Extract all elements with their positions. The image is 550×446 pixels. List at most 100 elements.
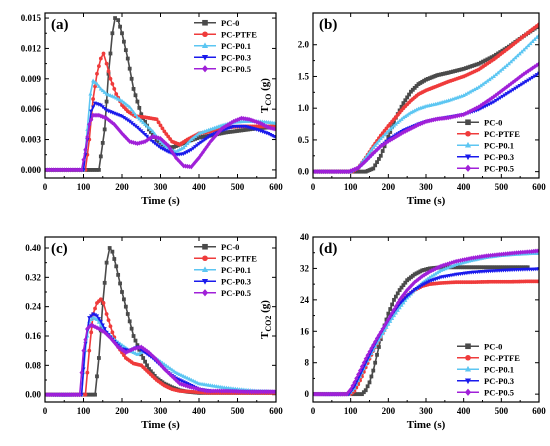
legend-item: PC-0: [457, 341, 502, 351]
data-point: [406, 285, 412, 291]
data-point: [160, 126, 165, 131]
data-point: [133, 124, 138, 129]
data-point: [443, 262, 448, 268]
data-point: [373, 143, 378, 147]
data-point: [62, 167, 67, 173]
data-point: [102, 329, 107, 335]
data-point: [96, 317, 101, 321]
data-point: [401, 292, 406, 298]
data-point: [386, 321, 391, 326]
data-point: [532, 37, 537, 41]
data-point: [498, 96, 503, 101]
data-point: [520, 249, 525, 255]
legend-marker: [201, 65, 209, 73]
data-point: [106, 318, 111, 323]
data-point: [125, 56, 130, 61]
data-point: [493, 98, 499, 103]
data-point: [91, 323, 96, 329]
data-point: [127, 348, 132, 354]
legend-marker: [464, 365, 472, 372]
data-point: [81, 157, 86, 163]
data-point: [433, 116, 438, 122]
data-point: [47, 167, 52, 173]
data-point: [482, 253, 487, 259]
data-point: [108, 324, 113, 329]
data-point: [202, 147, 207, 153]
data-point: [464, 256, 469, 262]
data-point: [198, 386, 203, 392]
data-point: [359, 364, 365, 370]
data-point: [241, 116, 246, 121]
data-point: [499, 251, 504, 257]
data-point: [106, 69, 111, 74]
data-point: [98, 113, 103, 119]
data-point: [164, 363, 169, 368]
data-point: [367, 150, 372, 155]
data-point: [91, 105, 96, 110]
x-tick-label: 300: [419, 182, 433, 192]
data-point: [425, 276, 430, 281]
data-point: [94, 317, 100, 322]
data-point: [193, 159, 198, 165]
x-tick-label: 100: [344, 182, 358, 192]
data-point: [94, 81, 100, 86]
legend-marker: [465, 343, 471, 350]
data-point: [528, 77, 533, 82]
data-point: [116, 18, 121, 22]
data-point: [85, 326, 90, 332]
legend: PC-0PC-PTFE PC-P0.1PC-P0.3 PC-P0.5: [194, 242, 257, 298]
data-point: [143, 122, 148, 126]
data-point: [96, 326, 101, 332]
data-point: [211, 388, 216, 394]
data-point: [369, 147, 374, 152]
data-point: [461, 112, 466, 118]
y-tick-label: 0.009: [21, 74, 42, 84]
data-point: [79, 167, 84, 173]
legend-marker: [465, 119, 471, 126]
data-point: [414, 107, 419, 112]
legend-item: PC-P0.3: [194, 276, 251, 286]
data-point: [121, 100, 127, 105]
data-point: [120, 31, 124, 36]
data-point: [414, 278, 419, 284]
data-point: [185, 141, 190, 146]
data-point: [365, 384, 370, 389]
data-point: [406, 292, 412, 297]
data-point: [101, 301, 106, 305]
data-point: [183, 143, 188, 148]
data-point: [390, 136, 395, 142]
data-point: [397, 297, 402, 303]
data-point: [206, 141, 211, 147]
data-point: [519, 73, 524, 79]
data-point: [189, 384, 194, 390]
legend-item: PC-PTFE: [457, 353, 520, 363]
data-point: [251, 389, 256, 395]
data-point: [202, 138, 207, 142]
x-axis-label: Time (s): [141, 419, 180, 431]
data-point: [104, 61, 109, 66]
data-point: [487, 102, 492, 107]
data-point: [108, 335, 113, 341]
data-point: [342, 169, 347, 175]
data-point: [405, 112, 410, 117]
data-point: [123, 304, 128, 309]
data-point: [369, 374, 374, 379]
data-point: [392, 297, 396, 302]
legend-marker: [202, 31, 208, 38]
data-point: [422, 272, 427, 278]
data-point: [133, 93, 138, 98]
legend-marker: [465, 354, 471, 361]
data-point: [408, 291, 414, 296]
legend-item: PC-P0.1: [194, 41, 251, 51]
series-PC-P0.5: [45, 322, 276, 398]
data-point: [113, 16, 117, 20]
data-point: [371, 342, 376, 348]
data-point: [104, 331, 109, 337]
data-point: [503, 251, 508, 257]
data-point: [408, 110, 414, 115]
data-point: [117, 128, 123, 134]
data-point: [377, 157, 381, 161]
legend-marker: [202, 255, 208, 262]
data-point: [425, 118, 430, 124]
data-point: [97, 168, 101, 172]
